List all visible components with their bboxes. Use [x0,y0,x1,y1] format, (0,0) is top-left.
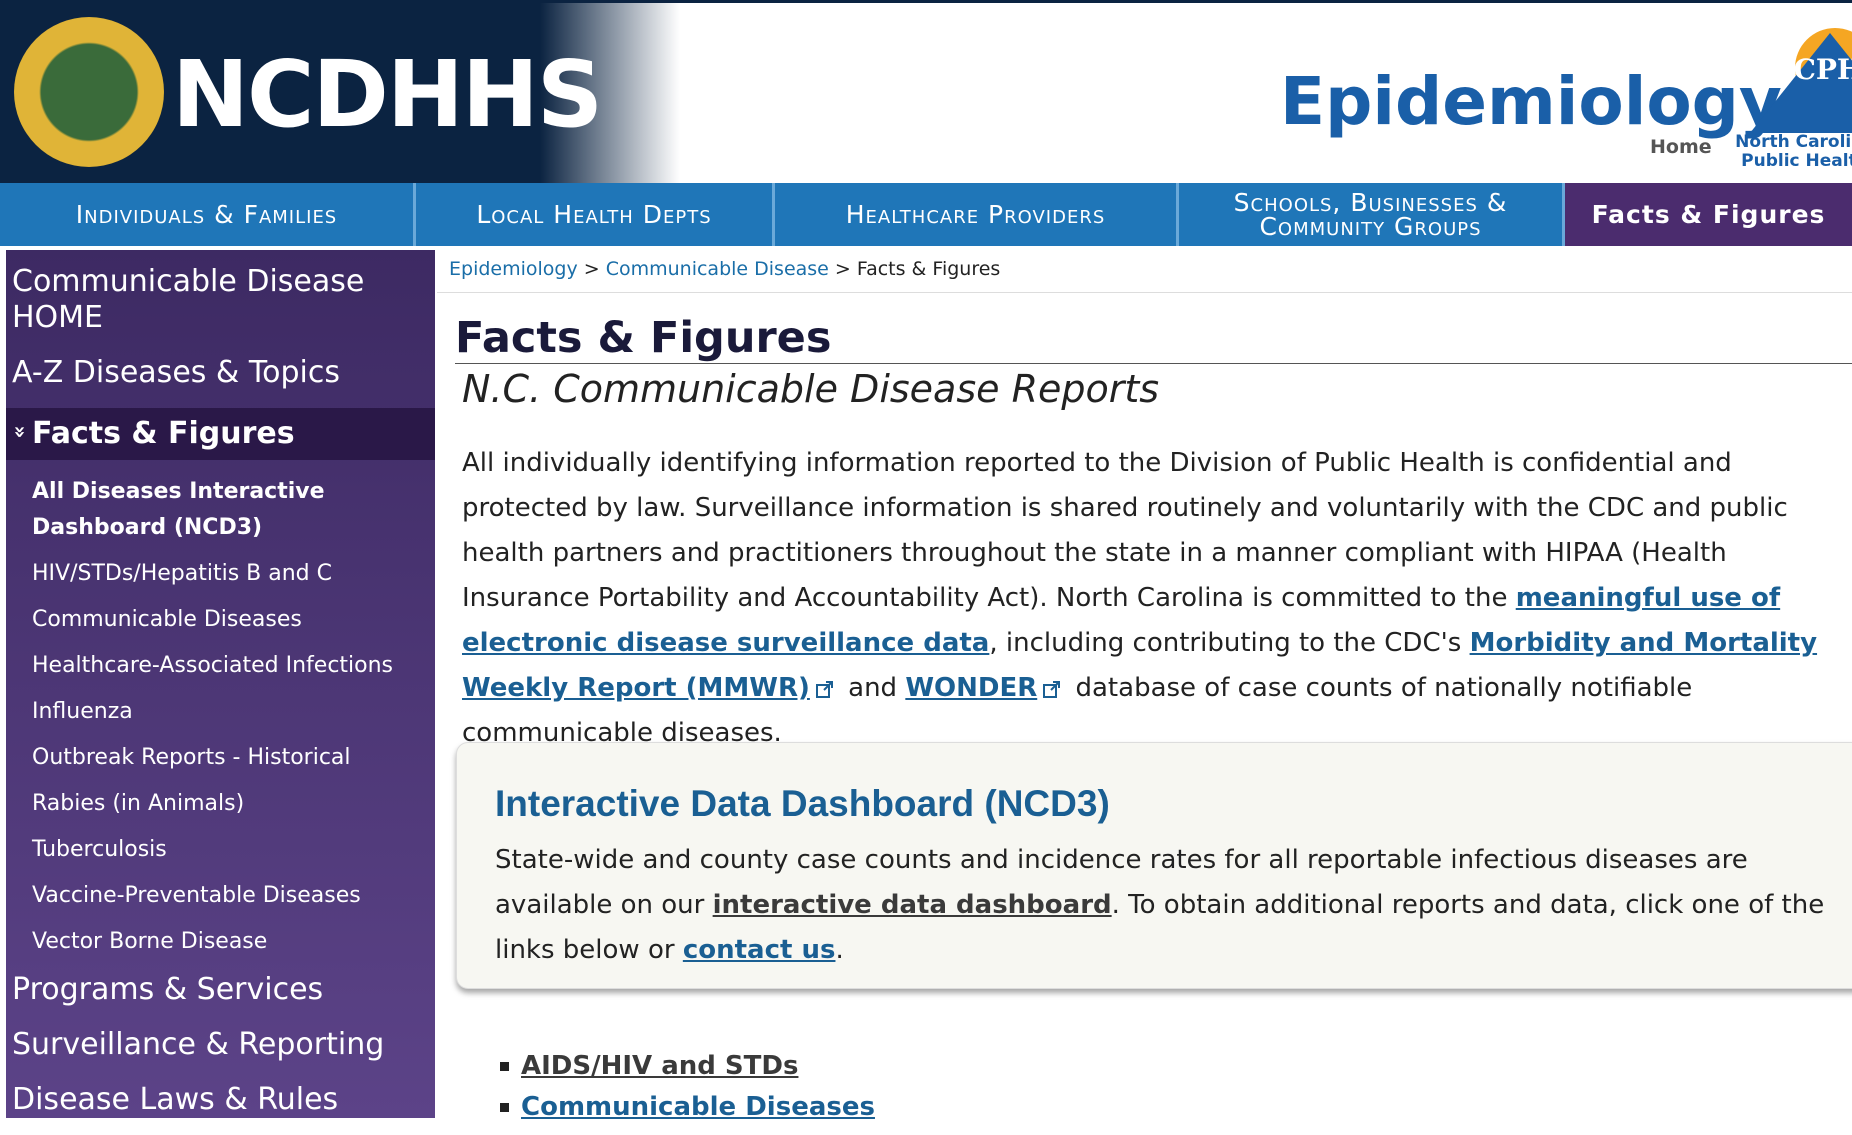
sidebar-item[interactable]: Influenza [32,699,133,724]
logo-text[interactable]: NCDHHS [172,41,603,148]
link[interactable]: AIDS/HIV and STDs [521,1051,799,1081]
ncph-logo[interactable]: NCPH [1768,53,1852,86]
link[interactable]: Morbidity and Mortality Weekly Report (M… [462,628,1818,703]
sidebar-item[interactable]: Tuberculosis [32,837,167,862]
dashboard-text: State-wide and county case counts and in… [495,838,1852,973]
breadcrumb-item[interactable]: Epidemiology [449,258,578,280]
nav-item[interactable]: Facts & Figures [1565,183,1852,246]
text: , including contributing to the CDC's [989,628,1470,658]
sidebar-item[interactable]: Disease Laws & Rules [12,1082,339,1117]
intro-text: All individually identifying information… [462,441,1852,756]
nav-item[interactable]: Healthcare Providers [775,183,1179,246]
subtitle: N.C. Communicable Disease Reports [462,367,1160,411]
nav-item[interactable]: Schools, Businesses & Community Groups [1179,183,1565,246]
sidebar-item[interactable]: All Diseases Interactive Dashboard (NCD3… [32,479,325,540]
nav-item[interactable]: Individuals & Families [0,183,416,246]
sidebar: Communicable Disease HOME A-Z Diseases & … [6,250,435,1118]
main-nav: Individuals & Families Local Health Depts… [0,183,1852,246]
ncph-triangle [1750,28,1852,133]
text: and [839,673,906,703]
list-item: AIDS/HIV and STDs [500,1046,875,1087]
breadcrumb-item: Facts & Figures [856,258,1001,280]
sidebar-item[interactable]: A-Z Diseases & Topics [12,355,340,390]
sidebar-item[interactable]: Outbreak Reports - Historical [32,745,351,770]
separator: > [828,258,857,280]
sidebar-item[interactable]: Vector Borne Disease [32,929,268,954]
sidebar-item[interactable]: Facts & Figures [6,408,435,460]
link-list: AIDS/HIV and STDs Communicable Diseases [500,1046,875,1128]
text: State-wide and county case counts and in… [495,845,1748,920]
sidebar-item[interactable]: Programs & Services [12,972,324,1007]
header: NCDHHS Epidemiology Home NCPH North Caro… [0,0,1852,183]
breadcrumb: Epidemiology > Communicable Disease > Fa… [449,258,1000,280]
site-title[interactable]: Epidemiology [1280,63,1782,140]
external-icon [815,680,833,698]
link[interactable]: WONDER [905,673,1038,703]
sidebar-item[interactable]: Communicable Disease HOME [12,264,365,335]
link[interactable]: Communicable Diseases [521,1092,875,1122]
link[interactable]: interactive data dashboard [712,890,1112,920]
external-icon [1043,680,1061,698]
state-seal [14,17,164,167]
sidebar-item[interactable]: HIV/STDs/Hepatitis B and C [32,561,332,586]
text: . [835,935,844,965]
sidebar-item[interactable]: Surveillance & Reporting [12,1027,385,1062]
dashboard-box: Interactive Data Dashboard (NCD3) State-… [456,742,1852,989]
nav-item[interactable]: Local Health Depts [416,183,775,246]
sidebar-item[interactable]: Healthcare-Associated Infections [32,653,394,678]
breadcrumb-item[interactable]: Communicable Disease [605,258,829,280]
sidebar-item[interactable]: Vaccine-Preventable Diseases [32,883,361,908]
text: . To obtain additional reports and data,… [495,890,1825,965]
separator: > [577,258,606,280]
link[interactable]: contact us [682,935,836,965]
text: All individually identifying information… [462,448,1788,613]
list-item: Communicable Diseases [500,1087,875,1128]
sidebar-item[interactable]: Rabies (in Animals) [32,791,245,816]
ncph-subtitle: North Carolina Public Health [1735,132,1852,171]
sidebar-item[interactable]: Communicable Diseases [32,607,302,632]
link[interactable]: meaningful use of electronic disease sur… [462,583,1781,658]
dashboard-heading: Interactive Data Dashboard (NCD3) [495,783,1110,824]
home-link[interactable]: Home [1650,136,1712,158]
divider [437,292,1852,293]
page-title: Facts & Figures [455,313,1852,364]
